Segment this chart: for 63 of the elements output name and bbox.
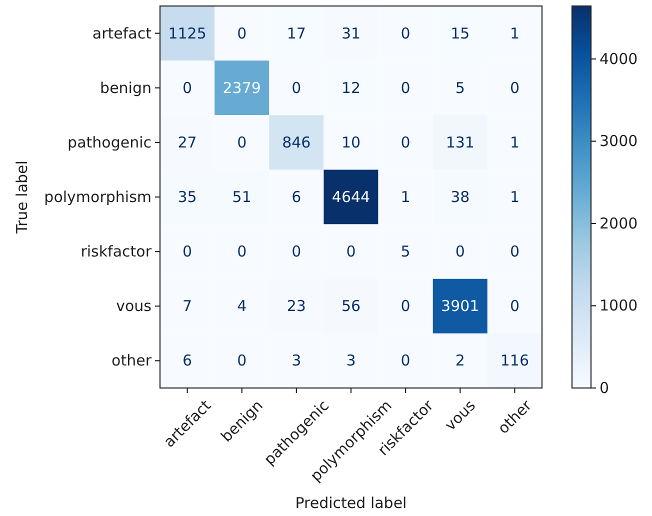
data-label: 2 <box>455 352 465 370</box>
data-label: 35 <box>178 188 197 206</box>
y-tick-label: vous <box>116 297 152 316</box>
data-label: 7 <box>182 297 192 316</box>
data-label: 0 <box>510 297 520 316</box>
y-tick-label: other <box>112 352 152 370</box>
data-label: 0 <box>400 24 410 42</box>
data-label: 0 <box>346 242 356 261</box>
data-label: 0 <box>292 242 302 261</box>
data-label: 23 <box>286 297 306 316</box>
data-label: 3 <box>346 352 356 370</box>
color-bar-label: 2000 <box>600 214 638 232</box>
y-tick-label: artefact <box>92 24 152 42</box>
data-label: 0 <box>182 242 192 261</box>
data-label: 0 <box>400 78 410 97</box>
data-label: 10 <box>341 133 361 152</box>
data-label: 0 <box>182 78 192 97</box>
data-label: 6 <box>292 188 302 206</box>
data-label: 846 <box>282 133 311 152</box>
data-label: 1 <box>510 133 520 152</box>
color-bar-label: 4000 <box>600 50 638 68</box>
color-bar-label: 1000 <box>600 296 638 315</box>
data-label: 1 <box>400 188 410 206</box>
data-label: 5 <box>455 78 465 97</box>
data-label: 116 <box>500 352 530 370</box>
data-label: 0 <box>400 297 410 316</box>
data-label: 0 <box>237 242 247 261</box>
data-label: 1 <box>510 24 520 42</box>
y-axis-title: True label <box>13 160 31 234</box>
data-label: 0 <box>510 242 520 261</box>
data-label: 31 <box>341 24 361 42</box>
data-label: 0 <box>510 78 520 97</box>
data-label: 15 <box>450 24 470 42</box>
data-label: 2379 <box>222 78 261 97</box>
y-tick-label: pathogenic <box>68 133 152 152</box>
data-label: 6 <box>182 352 192 370</box>
data-label: 0 <box>237 352 247 370</box>
data-label: 4 <box>237 297 247 316</box>
data-label: 0 <box>237 133 247 152</box>
x-axis-title: Predicted label <box>295 494 407 512</box>
color-bar-label: 3000 <box>600 132 638 150</box>
data-label: 0 <box>455 242 465 261</box>
data-label: 4644 <box>332 188 370 206</box>
data-label: 27 <box>178 133 197 152</box>
data-label: 0 <box>400 133 410 152</box>
data-label: 12 <box>341 78 361 97</box>
y-tick-label: benign <box>100 78 152 97</box>
data-label: 131 <box>446 133 474 152</box>
data-label: 17 <box>286 24 306 42</box>
data-label: 3901 <box>441 297 480 316</box>
data-label: 5 <box>400 242 410 261</box>
data-label: 56 <box>341 297 361 316</box>
y-tick-label: polymorphism <box>44 188 152 206</box>
data-label: 1 <box>510 188 520 206</box>
data-label: 3 <box>292 352 302 370</box>
data-label: 0 <box>400 352 410 370</box>
data-label: 1125 <box>168 24 206 42</box>
data-label: 0 <box>237 24 247 42</box>
color-bar-label: 0 <box>600 379 610 397</box>
data-label: 51 <box>232 188 252 206</box>
y-tick-label: riskfactor <box>80 242 152 261</box>
data-label: 0 <box>292 78 302 97</box>
data-label: 38 <box>450 188 470 206</box>
